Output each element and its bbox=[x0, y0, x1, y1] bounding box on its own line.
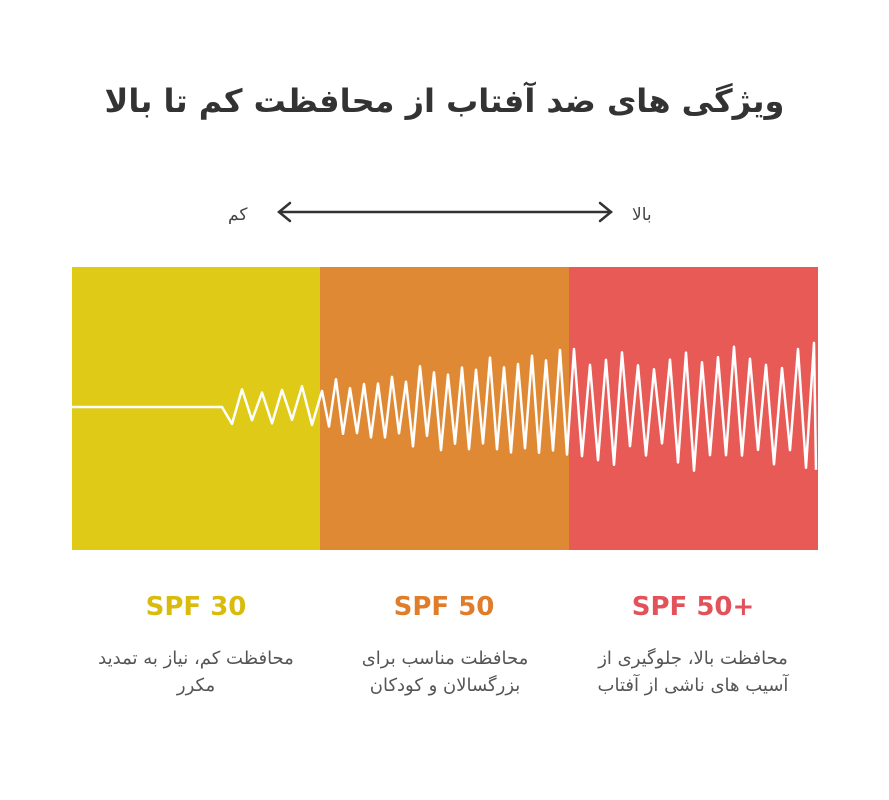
panel-description: محافظت بالا، جلوگیری از آسیب های ناشی از… bbox=[597, 648, 789, 696]
panel-label: SPF 30 bbox=[145, 592, 247, 622]
scale-low: کم bbox=[228, 205, 248, 225]
panel-bg bbox=[72, 267, 321, 550]
panel-label: SPF 50+ bbox=[631, 592, 755, 622]
arrow-head-left bbox=[277, 201, 292, 223]
panel-bg bbox=[569, 267, 818, 550]
wave bbox=[72, 341, 818, 472]
arrow bbox=[277, 201, 613, 223]
panel-description: محافظت کم، نیاز به تمدید مکرر bbox=[98, 648, 294, 696]
scale-high: بالا bbox=[632, 205, 652, 225]
title: ویژگی های ضد آفتاب از محافظت کم تا بالا bbox=[104, 82, 785, 120]
panel-description: محافظت مناسب برای بزرگسالان و کودکان bbox=[361, 648, 529, 696]
arrow-head-right bbox=[598, 201, 613, 223]
panel-label: SPF 50 bbox=[393, 592, 495, 622]
